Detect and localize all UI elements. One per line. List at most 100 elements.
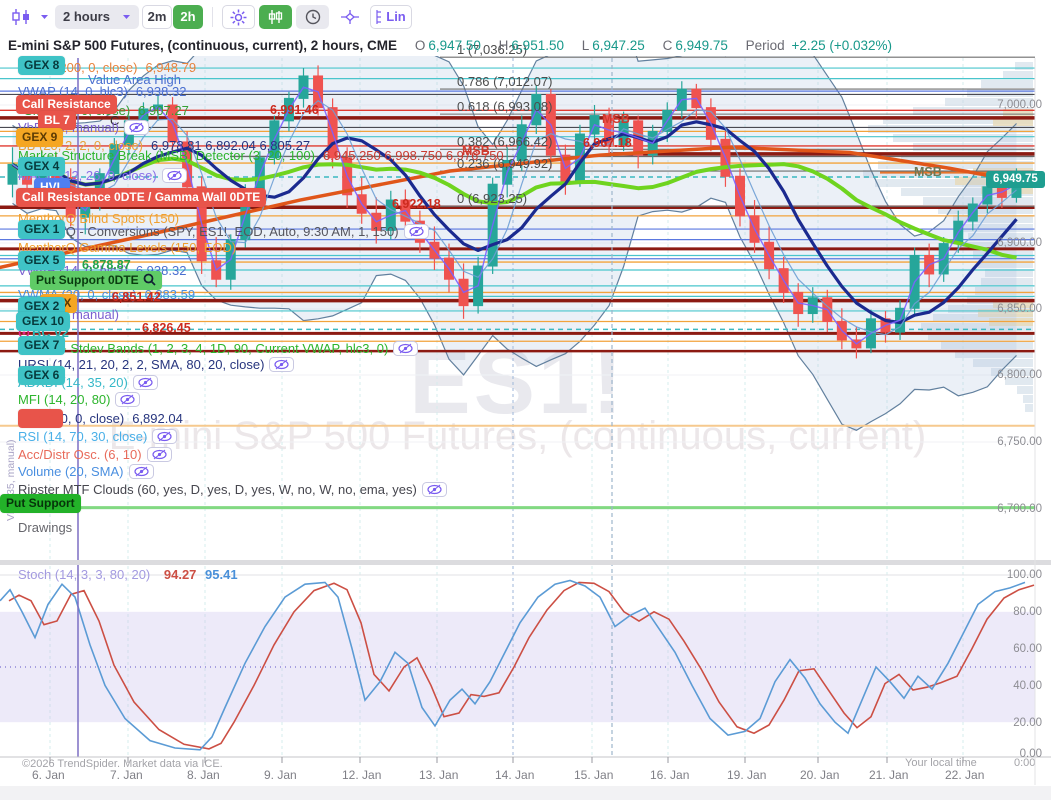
visibility-eye-icon[interactable]	[123, 120, 149, 135]
period-change-value: +2.25 (+0.032%)	[791, 38, 893, 53]
level-badge[interactable]: GEX 8	[18, 56, 66, 75]
stoch-indicator-label[interactable]: Stoch (14, 3, 3, 80, 20) 94.27 95.41	[18, 567, 238, 582]
volume-profile-bar	[973, 359, 1033, 367]
indicator-name: Value Area High	[88, 72, 181, 87]
high-label: H	[498, 38, 509, 53]
indicator-row[interactable]: Drawings	[18, 520, 72, 535]
stoch-d-value: 94.27	[163, 567, 197, 582]
volume-profile-bar	[913, 143, 1033, 151]
volume-profile-bar	[913, 107, 1033, 115]
volume-profile-value-area-bar	[993, 118, 1033, 126]
indicator-row[interactable]: MFI (14, 20, 80)	[18, 392, 141, 407]
indicator-value: 6,907.27	[138, 103, 189, 118]
volume-profile-value-area-bar	[978, 309, 1033, 317]
low-label: L	[581, 38, 590, 53]
price-tracker-button[interactable]	[333, 5, 366, 29]
indicator-row[interactable]: Volume (20, SMA)	[18, 464, 154, 479]
level-badge[interactable]: GEX 2	[18, 297, 66, 316]
panel-separator	[0, 560, 1051, 565]
sma-20-line	[11, 120, 1018, 325]
settings-button[interactable]	[222, 5, 255, 29]
magnifier-icon	[143, 273, 156, 286]
visibility-eye-icon[interactable]	[393, 341, 419, 356]
level-badge[interactable]: SMA1	[18, 409, 64, 428]
visibility-eye-icon[interactable]	[132, 375, 158, 390]
symbol-watermark-subtitle: E-mini S&P 500 Futures, (continuous, cur…	[108, 414, 927, 458]
visibility-eye-icon[interactable]	[146, 447, 172, 462]
indicator-row[interactable]: VWAP + Stdev Bands (1, 2, 3, 4, 1D, 90, …	[18, 341, 419, 356]
indicator-name: Drawings	[18, 520, 73, 535]
chevron-down-icon	[41, 15, 48, 19]
linear-scale-button[interactable]: Lin	[370, 5, 412, 29]
stoch-k-line	[0, 579, 1026, 751]
vwma-line	[12, 99, 1017, 336]
chart-type-button[interactable]	[8, 5, 52, 29]
indicator-name: Ripster MTF Clouds (60, yes, D, yes, D, …	[18, 482, 417, 497]
indicator-row[interactable]: Value Area High	[88, 72, 181, 87]
indicator-row[interactable]: MenthorQ - Conversions (SPY, ES1!, EOD, …	[18, 224, 429, 239]
indicator-row[interactable]: Acc/Distr Osc. (6, 10)	[18, 447, 172, 462]
bb-lower	[12, 197, 1017, 431]
candlestick-icon	[12, 9, 29, 25]
visibility-eye-icon[interactable]	[152, 429, 178, 444]
volume-profile-bar	[953, 215, 1033, 223]
indicator-name: C	[110, 113, 120, 128]
timeframe-value: 2 hours	[63, 9, 110, 24]
time-settings-button[interactable]	[296, 5, 329, 29]
indicator-row[interactable]: RSI (14, 70, 30, close)	[18, 429, 178, 444]
period-label: Period	[745, 38, 785, 53]
volume-profile-bar	[991, 368, 1033, 376]
indicator-row[interactable]: URSI (14, 21, 20, 2, 2, SMA, 80, 20, clo…	[18, 357, 295, 372]
stoch-k-value: 95.41	[205, 567, 238, 582]
visibility-eye-icon[interactable]	[128, 464, 154, 479]
visibility-eye-icon[interactable]	[269, 357, 295, 372]
level-badge[interactable]: GEX 10	[16, 312, 71, 331]
volume-profile-bar	[921, 323, 1033, 331]
level-badge[interactable]: GEX 5	[18, 251, 66, 270]
indicator-name: MenthorQ Gamma Levels (150, EOD)	[18, 240, 237, 255]
volume-profile-bar	[868, 125, 1033, 133]
indicator-row[interactable]: Ripster MTF Clouds (60, yes, D, yes, D, …	[18, 482, 447, 497]
volume-profile-bar	[893, 134, 1033, 142]
volume-profile-value-area-bar	[1003, 109, 1033, 117]
level-badge[interactable]: GEX 4	[18, 157, 66, 176]
visibility-eye-icon[interactable]	[403, 224, 429, 239]
volume-profile-bar	[1003, 71, 1033, 79]
level-badge[interactable]: GEX 1	[18, 220, 66, 239]
level-badge[interactable]: Put Support 0DTE	[30, 271, 162, 290]
symbol-title-bar: E-mini S&P 500 Futures, (continuous, cur…	[8, 38, 892, 58]
indicator-row[interactable]: MenthorQ Gamma Levels (150, EOD)	[18, 240, 236, 255]
volume-profile-bar	[981, 278, 1033, 286]
level-badge[interactable]: GEX 7	[18, 336, 66, 355]
timeframe-2m-button[interactable]: 2m	[142, 5, 172, 29]
volume-profile-bar	[967, 89, 1033, 97]
local-time-label[interactable]: Your local time	[905, 757, 977, 769]
volume-profile-bar	[901, 188, 1033, 196]
volume-profile-bar	[1015, 62, 1033, 70]
level-badge[interactable]: GEX 9	[16, 128, 64, 147]
pattern-recognition-button[interactable]	[259, 5, 292, 29]
timeframe-2h-button[interactable]: 2h	[173, 5, 203, 29]
indicator-row[interactable]: VWMA (20, 0, close) 6,883.59	[18, 287, 195, 302]
volume-profile-bar	[928, 332, 1033, 340]
local-time-value: 0:00	[1014, 757, 1036, 769]
indicator-value: 6,883.59	[144, 287, 196, 302]
level-badge[interactable]: Put Support	[0, 494, 81, 513]
timeframe-dropdown[interactable]: 2 hours	[55, 5, 139, 29]
level-badge[interactable]: Call Resistance 0DTE / Gamma Wall 0DTE	[16, 188, 267, 207]
visibility-eye-icon[interactable]	[161, 168, 187, 183]
volume-profile-bar	[961, 242, 1033, 250]
visibility-eye-icon[interactable]	[421, 482, 447, 497]
volume-profile-bar	[945, 98, 1033, 106]
visibility-eye-icon[interactable]	[115, 392, 141, 407]
indicator-row[interactable]: Market Structure Break (MSB) Detector (3…	[18, 148, 504, 163]
level-badge[interactable]: GEX 6	[18, 366, 66, 385]
sma-200-line	[0, 145, 1035, 270]
indicator-row[interactable]: C	[110, 113, 119, 128]
volume-profile-bar	[963, 224, 1033, 232]
level-badge[interactable]: BL 7	[38, 111, 76, 130]
volume-profile-bar	[981, 80, 1033, 88]
level-badge[interactable]: Call Resistance	[16, 95, 117, 114]
